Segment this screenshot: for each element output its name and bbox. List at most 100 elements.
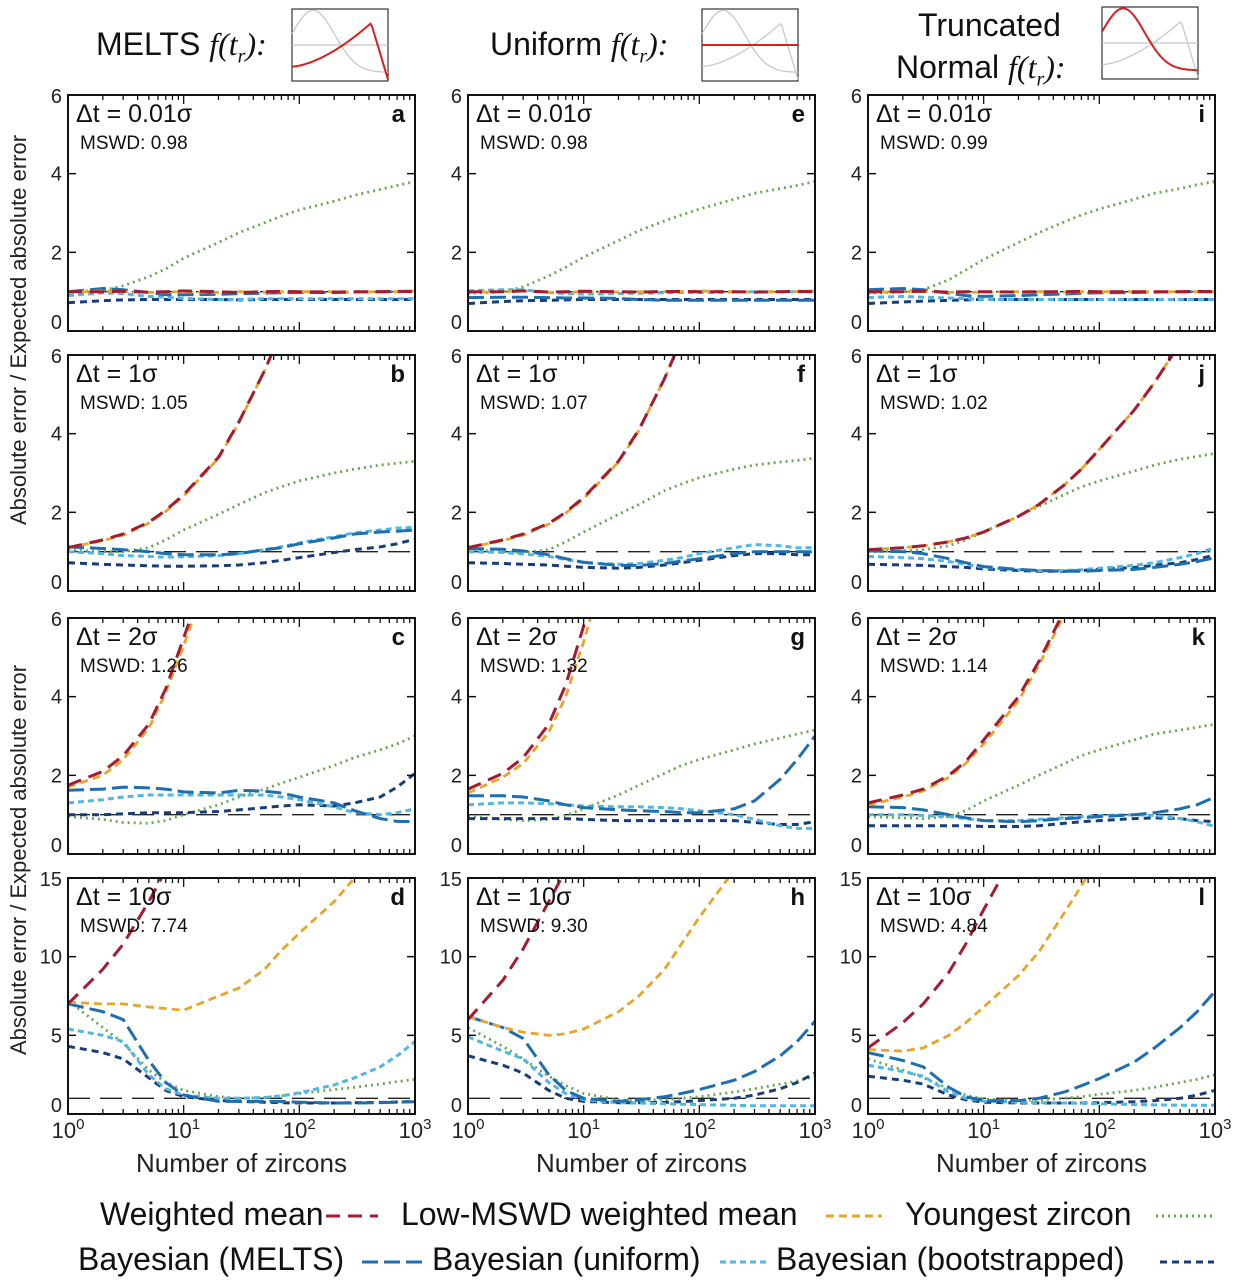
series-line-weighted-mean bbox=[68, 289, 415, 295]
x-tick-label: 102 bbox=[1083, 1116, 1116, 1143]
y-tick-label: 6 bbox=[851, 609, 862, 631]
y-tick-label: 6 bbox=[51, 86, 62, 108]
y-tick-label: 5 bbox=[451, 1025, 462, 1047]
y-tick-label: 4 bbox=[451, 164, 462, 186]
legend-label-youngest: Youngest zircon bbox=[905, 1196, 1132, 1232]
series-line-youngest bbox=[68, 180, 415, 294]
column-header-normal-line1: Truncated bbox=[918, 6, 1061, 44]
y-tick-label: 2 bbox=[851, 765, 862, 787]
y-tick-label: 2 bbox=[451, 765, 462, 787]
delta-t-label: Δt = 2σ bbox=[476, 623, 558, 651]
y-tick-label: 15 bbox=[40, 869, 62, 891]
series-line-bayes-uniform bbox=[868, 294, 1215, 301]
series-line-bayes-boot bbox=[868, 1074, 1215, 1105]
y-tick-label: 10 bbox=[840, 947, 862, 969]
panel-g: 0 2 4 6 Δt = 2σ MSWD: 1.32 g bbox=[451, 609, 816, 857]
series-line-bayes-melts bbox=[868, 990, 1215, 1103]
panel-letter: k bbox=[1192, 624, 1206, 651]
legend-row-2: Bayesian (MELTS) bbox=[78, 1241, 344, 1278]
series-group bbox=[68, 355, 415, 568]
delta-t-label: Δt = 2σ bbox=[876, 623, 958, 651]
x-axis-label: Number of zircons bbox=[536, 1148, 747, 1178]
header-label: Uniform bbox=[490, 26, 603, 62]
y-tick-label: 6 bbox=[851, 86, 862, 108]
y-tick-label: 2 bbox=[51, 242, 62, 264]
y-tick-label: 10 bbox=[40, 947, 62, 969]
plot-frame bbox=[867, 877, 1216, 1115]
panel-letter: c bbox=[392, 624, 405, 651]
series-line-weighted-mean bbox=[468, 355, 677, 550]
y-tick-label: 2 bbox=[451, 242, 462, 264]
panel-l: 0 5 10 15 Δt = 10σ MSWD: 4.84 l 100 101 102 103 Num… bbox=[840, 869, 1232, 1178]
header-label: MELTS bbox=[96, 26, 201, 62]
legend-row-2c: Bayesian (bootstrapped) bbox=[776, 1241, 1125, 1278]
series-line-bayes-melts bbox=[68, 528, 415, 557]
series-line-bayes-uniform bbox=[68, 793, 415, 817]
x-tick-label: 101 bbox=[967, 1116, 1000, 1143]
panel-letter: j bbox=[1197, 361, 1205, 388]
panel-letter: l bbox=[1198, 884, 1205, 911]
series-line-bayes-melts bbox=[868, 549, 1215, 573]
legend-row-1b: Low-MSWD weighted mean bbox=[401, 1196, 798, 1233]
series-group bbox=[868, 618, 1215, 828]
column-header-normal: Normal f(tr): bbox=[896, 48, 1066, 98]
x-tick-label: 100 bbox=[52, 1116, 85, 1143]
x-axis-label: Number of zircons bbox=[136, 1148, 347, 1178]
panel-d: 0 5 10 15 Δt = 10σ MSWD: 7.74 d 100 101 102 103 Num… bbox=[40, 869, 432, 1178]
mswd-label: MSWD: 0.98 bbox=[80, 133, 188, 154]
y-tick-label: 6 bbox=[451, 609, 462, 631]
y-tick-label: 0 bbox=[851, 312, 862, 334]
inset-melts bbox=[291, 8, 389, 82]
series-group bbox=[68, 878, 415, 1105]
delta-t-label: Δt = 1σ bbox=[76, 360, 158, 388]
mswd-label: MSWD: 1.07 bbox=[480, 393, 588, 414]
y-tick-label: 0 bbox=[51, 572, 62, 594]
y-tick-label: 0 bbox=[851, 1095, 862, 1117]
y-tick-label: 4 bbox=[51, 424, 62, 446]
series-line-bayes-melts bbox=[68, 785, 415, 824]
plot-frame bbox=[467, 877, 816, 1115]
series-line-bayes-uniform bbox=[868, 1063, 1215, 1107]
series-line-bayes-melts bbox=[468, 1015, 815, 1103]
panel-e: 0 2 4 6 Δt = 0.01σ MSWD: 0.98 e bbox=[451, 86, 816, 334]
inset-uniform bbox=[701, 8, 799, 82]
inset-gray-curve bbox=[291, 9, 388, 73]
x-tick-label: 102 bbox=[283, 1116, 316, 1143]
panel-f: 0 2 4 6 Δt = 1σ MSWD: 1.07 f bbox=[451, 346, 816, 594]
inset-gray-curve bbox=[1101, 20, 1199, 78]
y-tick-label: 4 bbox=[51, 687, 62, 709]
series-line-bayes-boot bbox=[68, 537, 415, 568]
series-line-low-mswd bbox=[68, 618, 195, 789]
plot-frame bbox=[67, 354, 416, 592]
mswd-label: MSWD: 9.30 bbox=[480, 916, 588, 937]
series-line-bayes-uniform bbox=[468, 1035, 815, 1108]
x-tick-label: 101 bbox=[167, 1116, 200, 1143]
plot-frame bbox=[67, 877, 416, 1115]
series-line-bayes-melts bbox=[468, 547, 815, 567]
x-tick-label: 101 bbox=[567, 1116, 600, 1143]
series-line-bayes-melts bbox=[868, 795, 1215, 824]
y-tick-label: 0 bbox=[51, 835, 62, 857]
series-line-low-mswd bbox=[68, 878, 357, 1012]
series-line-low-mswd bbox=[468, 618, 592, 795]
series-line-youngest bbox=[868, 180, 1215, 295]
plot-frame bbox=[867, 617, 1216, 855]
y-axis-label: Absolute error / Expected absolute error bbox=[6, 135, 31, 525]
panel-h: 0 5 10 15 Δt = 10σ MSWD: 9.30 h 100 101 102 103 Num… bbox=[440, 869, 832, 1178]
y-tick-label: 4 bbox=[51, 164, 62, 186]
series-line-low-mswd bbox=[868, 618, 1065, 807]
y-axis-label: Absolute error / Expected absolute error bbox=[6, 665, 31, 1055]
series-line-youngest bbox=[868, 722, 1215, 821]
mswd-label: MSWD: 0.98 bbox=[480, 133, 588, 154]
series-group bbox=[868, 878, 1215, 1107]
series-group bbox=[68, 180, 415, 305]
series-line-weighted-mean bbox=[468, 289, 815, 294]
panel-b: 0 2 4 6 Δt = 1σ MSWD: 1.05 b bbox=[51, 346, 416, 594]
delta-t-label: Δt = 1σ bbox=[476, 360, 558, 388]
panel-a: 0 2 4 6 Δt = 0.01σ MSWD: 0.98 a bbox=[51, 86, 416, 334]
x-tick-label: 103 bbox=[399, 1116, 432, 1143]
series-line-youngest bbox=[468, 1026, 815, 1103]
mswd-label: MSWD: 4.84 bbox=[880, 916, 988, 937]
panel-letter: i bbox=[1198, 101, 1205, 128]
